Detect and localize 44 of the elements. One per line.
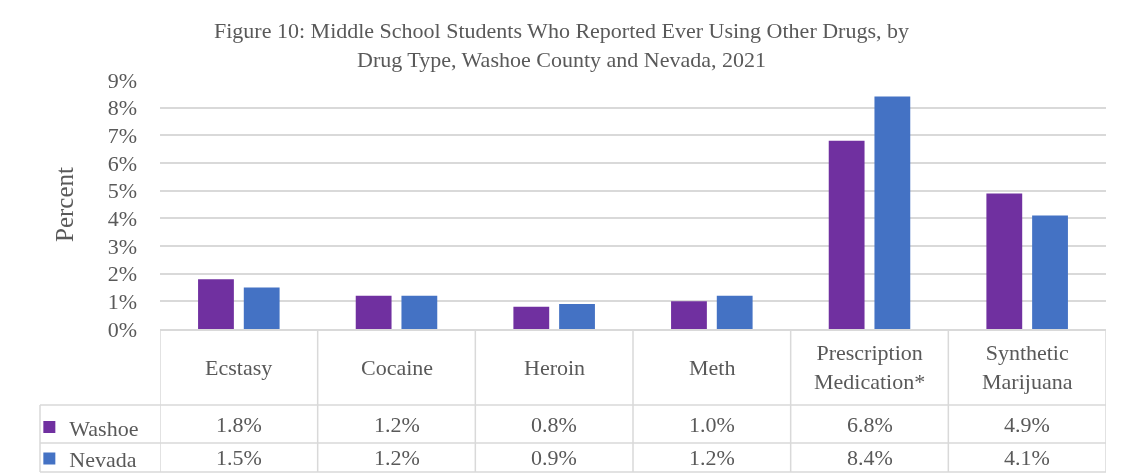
x-tick-label: Cocaine — [361, 355, 434, 380]
legend-label: Washoe — [69, 415, 139, 441]
data-label: 1.2% — [689, 445, 735, 470]
x-tick-label: Synthetic Marijuana — [982, 340, 1073, 394]
bar — [874, 96, 911, 329]
bar — [243, 287, 280, 329]
data-label: 4.9% — [1004, 412, 1050, 437]
bar — [355, 295, 392, 329]
data-label: 4.1% — [1004, 445, 1050, 470]
x-tick-label: Heroin — [524, 355, 586, 380]
data-label: 1.0% — [689, 412, 735, 437]
data-label: 1.5% — [216, 445, 262, 470]
bar — [198, 279, 234, 329]
data-label: 1.2% — [374, 445, 420, 470]
y-tick-label: 3% — [107, 233, 137, 259]
bar — [716, 295, 753, 329]
y-tick-label: 5% — [107, 178, 137, 204]
y-tick-label: 4% — [107, 206, 137, 232]
x-tick-label: Ecstasy — [205, 355, 273, 380]
bar — [986, 193, 1023, 329]
x-tick-label: Prescription Medication* — [814, 340, 926, 394]
y-axis-title: Percent — [51, 166, 79, 242]
bar — [828, 140, 865, 329]
y-tick-label: 2% — [107, 261, 137, 287]
chart-title: Figure 10: Middle School Students Who Reported Ever Using Other Drugs, by Drug Type, Washoe County and Nevada, 2021 — [214, 18, 909, 72]
x-tick-label: Meth — [689, 355, 736, 380]
y-tick-label: 9% — [107, 67, 137, 93]
y-tick-label: 1% — [107, 289, 137, 315]
legend-label: Nevada — [69, 447, 137, 473]
y-tick-label: 7% — [107, 123, 137, 149]
y-tick-label: 0% — [107, 316, 137, 342]
data-label: 1.8% — [216, 412, 262, 437]
data-label: 6.8% — [847, 412, 893, 437]
bar — [1032, 215, 1068, 329]
bar — [559, 304, 595, 329]
data-label: 8.4% — [847, 445, 893, 470]
data-label: 1.2% — [374, 412, 420, 437]
bar — [671, 301, 707, 329]
bar — [401, 295, 438, 329]
y-tick-label: 6% — [107, 150, 137, 176]
data-label: 0.8% — [531, 412, 577, 437]
bar — [513, 306, 550, 329]
data-label: 0.9% — [531, 445, 577, 470]
y-tick-label: 8% — [107, 95, 137, 121]
